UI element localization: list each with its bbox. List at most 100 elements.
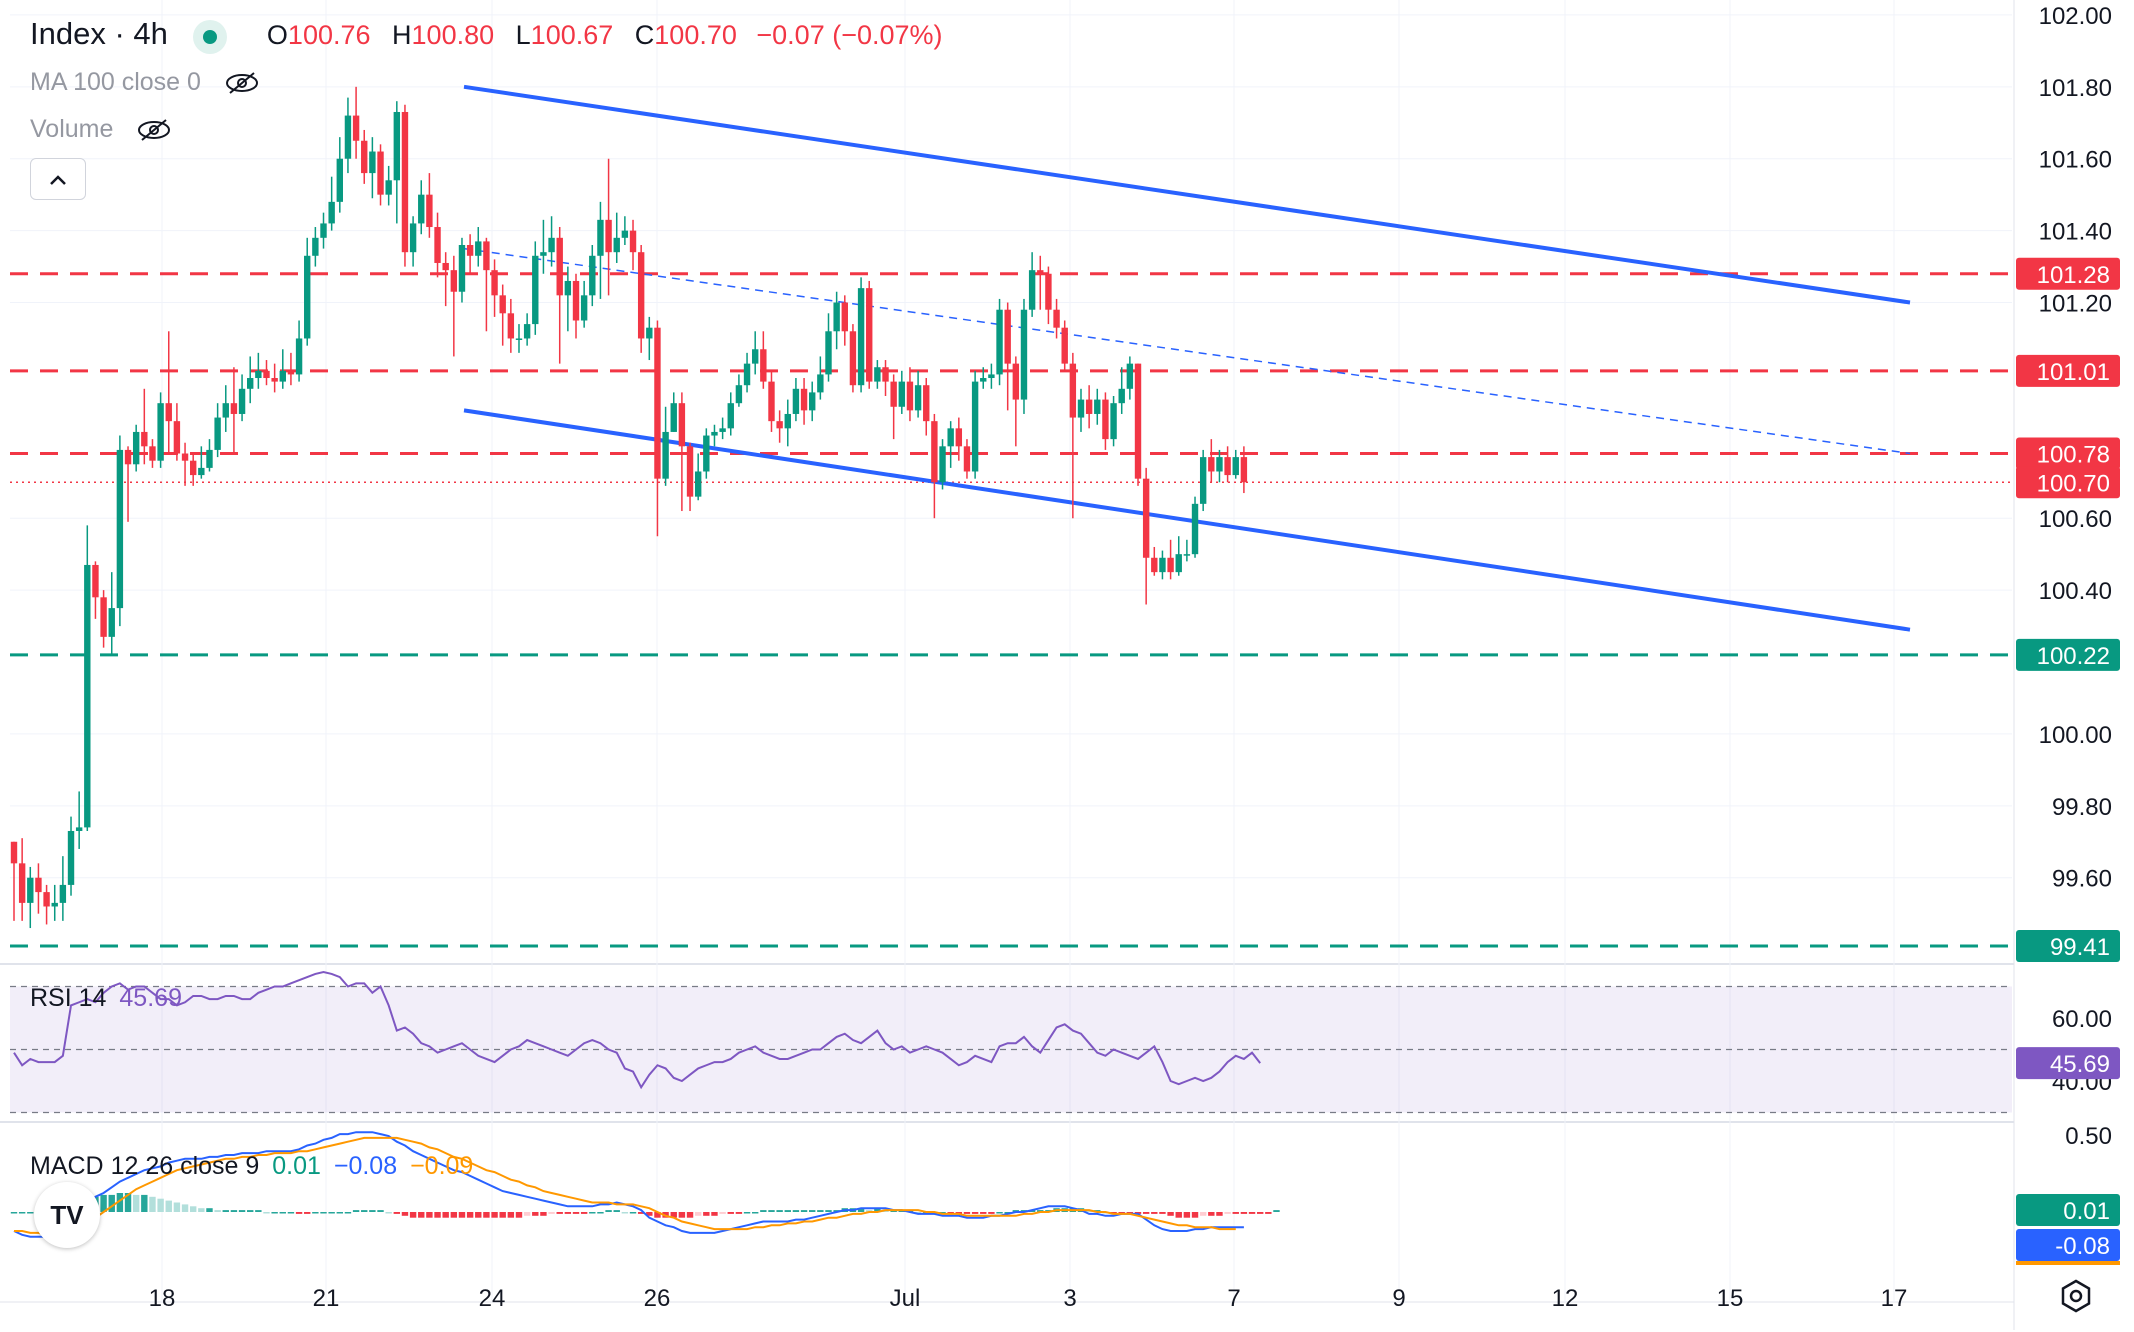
time-axis-label: 24 [479, 1285, 506, 1312]
candle-body [198, 467, 205, 476]
candle-body [271, 378, 278, 382]
candle-body [1216, 457, 1223, 472]
price-tick-label: 100.40 [2039, 578, 2112, 605]
macd-histogram-bar [198, 1208, 205, 1212]
macd-histogram-bar [132, 1194, 140, 1212]
macd-histogram-bar [214, 1210, 221, 1212]
settings-gear-icon[interactable] [2058, 1278, 2094, 1314]
price-tick-label: 99.80 [2052, 794, 2112, 821]
price-level-badge [2016, 638, 2120, 671]
candle-body [385, 180, 392, 195]
macd-histogram-bar [1232, 1212, 1239, 1214]
eye-off-icon[interactable] [136, 119, 172, 142]
candle-body [890, 381, 897, 407]
macd-histogram-bar [320, 1212, 327, 1214]
candle-body [996, 309, 1003, 375]
candle-body [1159, 557, 1166, 573]
macd-hist-badge-label: 0.01 [2063, 1198, 2110, 1225]
price-tick-label: 101.60 [2039, 147, 2112, 174]
candle-body [637, 252, 645, 339]
macd-histogram-bar [817, 1210, 824, 1212]
macd-histogram-bar [247, 1210, 254, 1212]
candle-body [328, 201, 335, 224]
candle-body [377, 151, 384, 195]
candle-body [1142, 478, 1150, 558]
macd-histogram-bar [1142, 1212, 1150, 1214]
candle-body [1045, 273, 1052, 310]
rsi-line [13, 970, 1261, 1090]
candle-body [92, 564, 99, 598]
macd-histogram-bar [312, 1212, 319, 1214]
collapse-legend-button[interactable] [30, 158, 86, 200]
candle-body [532, 255, 539, 325]
macd-histogram-bar [515, 1212, 523, 1218]
legend-volume[interactable]: Volume [30, 115, 172, 144]
legend-ma[interactable]: MA 100 close 0 [30, 68, 260, 97]
eye-off-icon[interactable] [224, 72, 260, 95]
candle-body [1110, 403, 1117, 440]
last-price-badge [2016, 466, 2120, 499]
market-status-icon[interactable] [193, 19, 228, 54]
macd-label: MACD [30, 1152, 104, 1180]
candle-body [947, 428, 954, 447]
candle-body [426, 194, 433, 228]
candle-body [711, 431, 718, 436]
candle-body [727, 403, 734, 429]
candle-body [1126, 363, 1134, 389]
candle-body [247, 378, 254, 389]
candle-body [483, 241, 490, 271]
macd-histogram-bar [377, 1210, 384, 1212]
rsi-legend[interactable]: RSI 14 45.69 [30, 984, 182, 1013]
price-tick-label: 101.80 [2039, 75, 2112, 102]
macd-legend[interactable]: MACD 12 26 close 9 0.01 −0.08 −0.09 [30, 1152, 473, 1181]
candle-body [743, 363, 751, 386]
ma-label: MA 100 close 0 [30, 68, 201, 96]
candle-body [605, 219, 612, 253]
macd-histogram-bar [401, 1212, 409, 1216]
macd-signal-line [14, 1136, 1236, 1236]
macd-params: 12 26 close 9 [110, 1152, 260, 1180]
candle-body [955, 428, 963, 447]
time-axis-label: 18 [149, 1285, 176, 1312]
macd-histogram-bar [1004, 1212, 1011, 1214]
candle-body [857, 288, 865, 386]
tradingview-logo[interactable]: TV [34, 1182, 100, 1248]
time-axis-label: 17 [1881, 1285, 1908, 1312]
macd-histogram-bar [939, 1212, 946, 1214]
candle-body [1037, 270, 1044, 274]
macd-histogram-bar [825, 1210, 832, 1212]
time-axis-label: 26 [644, 1285, 671, 1312]
price-tick-label: 100.00 [2039, 722, 2112, 749]
candle-body [572, 280, 580, 321]
macd-axis-label: 0.50 [2065, 1123, 2112, 1150]
macd-histogram-bar [678, 1212, 686, 1218]
macd-signal-value: −0.09 [410, 1152, 474, 1180]
candle-body [1061, 327, 1068, 364]
price-level-badge-label: 99.41 [2050, 934, 2110, 961]
candle-body [662, 431, 669, 479]
candle-body [613, 237, 620, 253]
price-level-badge-label: 100.78 [2037, 442, 2110, 469]
macd-histogram-bar [1208, 1212, 1215, 1216]
candle-body [214, 417, 221, 450]
candle-body [369, 151, 376, 174]
macd-histogram-bar [727, 1212, 734, 1214]
candle-body [59, 884, 67, 903]
candle-body [173, 421, 181, 454]
volume-label: Volume [30, 115, 114, 143]
macd-histogram-bar [776, 1210, 783, 1212]
macd-histogram-bar [458, 1212, 466, 1218]
candle-body [768, 381, 775, 422]
macd-histogram-bar [654, 1212, 661, 1218]
macd-histogram-bar [222, 1210, 229, 1212]
candle-body [84, 564, 91, 828]
macd-histogram-bar [809, 1210, 816, 1212]
rsi-value-badge [2016, 1047, 2120, 1080]
macd-histogram-bar [157, 1198, 164, 1212]
macd-histogram-bar [874, 1208, 881, 1212]
macd-histogram-bar [629, 1212, 637, 1214]
macd-histogram-bar [686, 1212, 694, 1218]
candle-body [882, 367, 889, 382]
price-level-badge [2016, 930, 2120, 963]
